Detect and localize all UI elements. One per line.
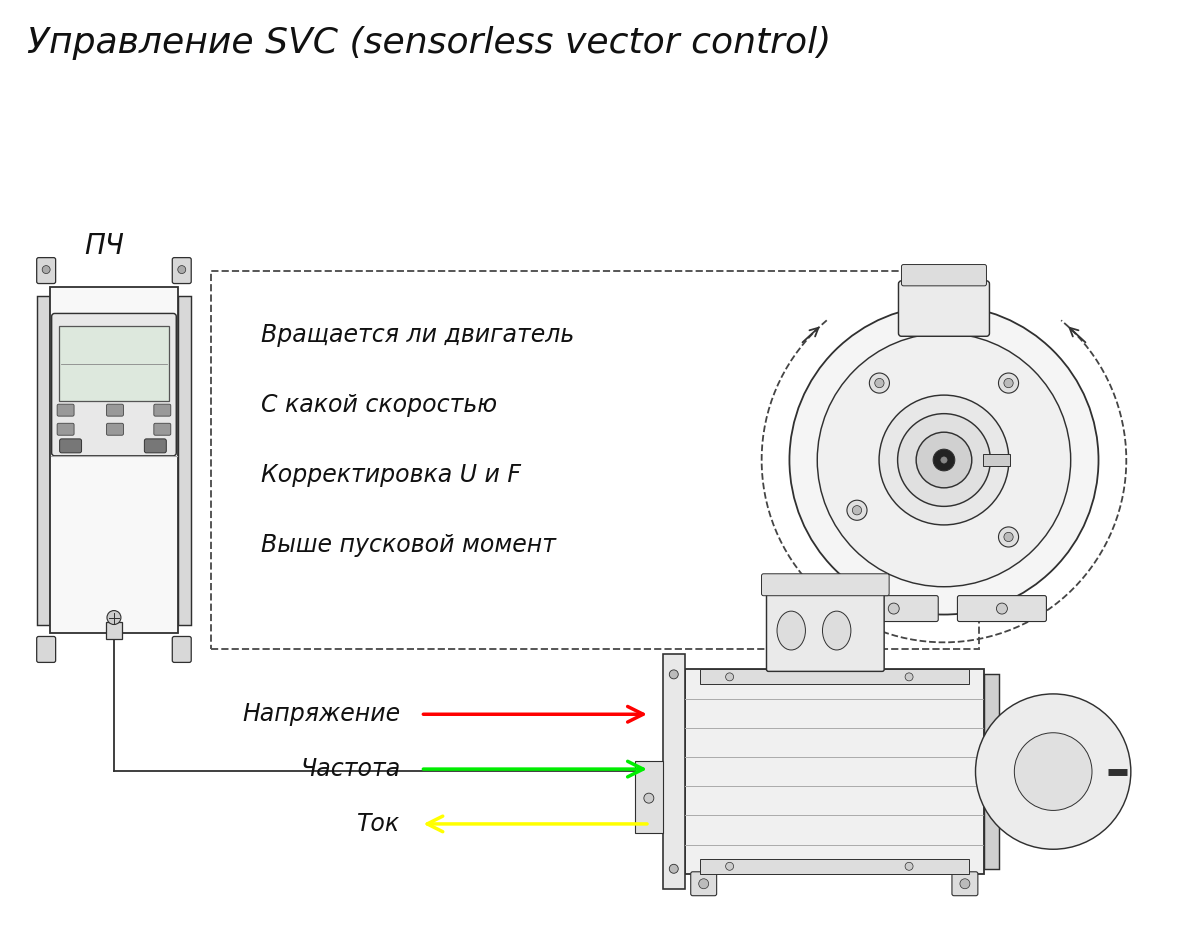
Bar [635,762,662,833]
Circle shape [898,414,990,506]
Bar [106,621,122,640]
Circle shape [875,379,884,388]
Circle shape [941,457,947,463]
Circle shape [107,611,121,625]
Circle shape [1014,733,1092,810]
FancyBboxPatch shape [107,405,124,416]
FancyBboxPatch shape [58,405,74,416]
Circle shape [976,694,1130,849]
FancyBboxPatch shape [952,871,978,896]
Bar [179,296,191,625]
Circle shape [869,373,889,393]
Text: Корректировка U и F: Корректировка U и F [262,463,521,487]
FancyBboxPatch shape [899,281,990,337]
Circle shape [698,879,709,889]
Bar [662,655,685,889]
Bar [700,858,968,874]
Circle shape [905,673,913,681]
FancyBboxPatch shape [762,574,889,596]
FancyBboxPatch shape [154,405,170,416]
FancyBboxPatch shape [154,423,170,435]
Circle shape [998,527,1019,547]
Bar [700,670,968,684]
Circle shape [888,603,899,614]
Text: Вращается ли двигатель: Вращается ли двигатель [262,324,575,348]
Circle shape [960,879,970,889]
Bar [984,674,998,869]
FancyBboxPatch shape [144,439,167,453]
Circle shape [916,432,972,488]
Bar [211,271,979,649]
FancyBboxPatch shape [850,595,938,621]
Bar [37,296,49,625]
FancyBboxPatch shape [173,636,191,662]
FancyBboxPatch shape [107,423,124,435]
Circle shape [726,862,733,870]
FancyBboxPatch shape [767,590,884,671]
Circle shape [996,603,1008,614]
Text: ПЧ: ПЧ [84,232,124,259]
Circle shape [852,506,862,515]
Circle shape [934,449,955,471]
Text: С какой скоростью: С какой скоростью [262,393,497,418]
Circle shape [817,333,1070,587]
FancyBboxPatch shape [901,264,986,286]
Bar [983,454,1010,466]
FancyBboxPatch shape [691,871,716,896]
Circle shape [670,864,678,873]
Bar [685,670,984,874]
Text: Мотор: Мотор [820,593,911,621]
FancyBboxPatch shape [958,595,1046,621]
FancyBboxPatch shape [60,439,82,453]
Ellipse shape [822,611,851,650]
Circle shape [880,395,1009,525]
FancyBboxPatch shape [37,258,55,284]
Circle shape [905,862,913,870]
Text: Ток: Ток [358,812,401,836]
Circle shape [847,500,868,520]
Circle shape [1004,379,1013,388]
FancyBboxPatch shape [52,313,176,456]
Text: Частота: Частота [300,757,401,781]
FancyBboxPatch shape [37,636,55,662]
Text: Выше пусковой момент: Выше пусковой момент [262,533,556,557]
Circle shape [1004,532,1013,541]
FancyBboxPatch shape [58,423,74,435]
Circle shape [670,670,678,679]
Bar [49,286,179,633]
Text: Управление SVC (sensorless vector control): Управление SVC (sensorless vector contro… [26,26,830,60]
Circle shape [644,793,654,804]
Text: Напряжение: Напряжение [242,702,401,726]
Circle shape [790,305,1098,615]
Bar [59,326,169,401]
Circle shape [726,673,733,681]
Circle shape [42,266,50,273]
Circle shape [178,266,186,273]
Circle shape [998,373,1019,393]
Ellipse shape [778,611,805,650]
FancyBboxPatch shape [173,258,191,284]
